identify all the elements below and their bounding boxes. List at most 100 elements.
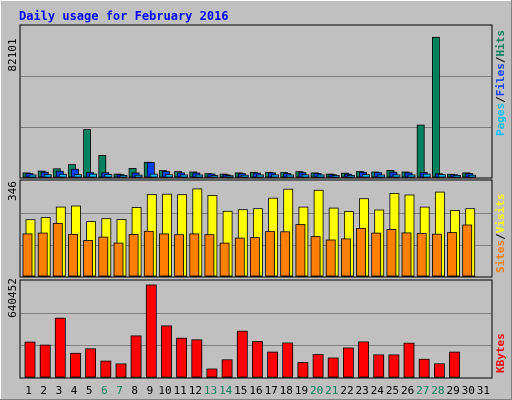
- bar-pages-day-5: [89, 173, 97, 178]
- bar-pages-day-2: [43, 174, 52, 178]
- x-tick-day-21: 21: [325, 384, 338, 397]
- bar-sites-day-24: [371, 232, 382, 277]
- bar-kbytes-day-18: [282, 342, 294, 378]
- x-tick-day-30: 30: [462, 384, 475, 397]
- bar-kbytes-day-15: [236, 330, 248, 378]
- bar-pages-day-20: [316, 174, 325, 178]
- bar-pages-day-6: [104, 174, 113, 178]
- bar-kbytes-day-4: [70, 352, 81, 378]
- kbytes-legend: KBytes: [494, 333, 507, 373]
- x-tick-day-26: 26: [401, 384, 414, 397]
- bar-hits-day-5: [83, 129, 91, 178]
- bar-sites-day-10: [159, 233, 169, 277]
- x-tick-day-3: 3: [56, 384, 63, 397]
- bar-sites-day-9: [143, 230, 154, 277]
- x-tick-day-15: 15: [234, 384, 247, 397]
- bar-kbytes-day-12: [191, 339, 203, 378]
- bars-layer: [22, 36, 477, 378]
- bar-sites-day-1: [22, 233, 33, 277]
- bar-pages-day-19: [301, 174, 310, 178]
- bar-kbytes-day-26: [403, 342, 415, 378]
- bar-pages-day-3: [58, 173, 67, 178]
- bar-pages-day-7: [119, 174, 128, 178]
- bar-sites-day-18: [280, 231, 291, 277]
- x-tick-day-28: 28: [431, 384, 444, 397]
- x-tick-day-20: 20: [310, 384, 323, 397]
- bar-kbytes-day-7: [115, 363, 127, 378]
- bar-sites-day-27: [416, 232, 427, 277]
- legend-sep-2: /: [494, 56, 507, 63]
- bar-pages-day-27: [422, 173, 431, 178]
- bar-sites-day-15: [234, 237, 245, 277]
- bar-kbytes-day-19: [297, 362, 309, 378]
- legend-kbytes: KBytes: [494, 333, 507, 373]
- bar-kbytes-day-24: [373, 354, 385, 378]
- bar-kbytes-day-2: [39, 344, 51, 378]
- bar-kbytes-day-16: [251, 341, 263, 378]
- legend-hits: Hits: [494, 30, 507, 57]
- bar-sites-day-6: [98, 236, 109, 277]
- bar-pages-day-1: [28, 174, 37, 178]
- bar-kbytes-day-20: [312, 354, 324, 378]
- x-tick-day-4: 4: [71, 384, 78, 397]
- bar-pages-day-26: [407, 174, 416, 178]
- bar-kbytes-day-8: [130, 335, 142, 378]
- visits-ymax-label: 346: [6, 181, 19, 201]
- bar-kbytes-day-21: [327, 357, 339, 378]
- hits-ymax-label: 82101: [6, 38, 19, 71]
- bar-pages-day-30: [468, 174, 477, 178]
- panel-hits: [19, 24, 493, 179]
- bar-sites-day-25: [386, 228, 397, 277]
- bar-sites-day-16: [249, 237, 260, 277]
- bar-kbytes-day-23: [358, 341, 369, 378]
- bar-sites-day-17: [265, 231, 276, 277]
- x-tick-day-31: 31: [477, 384, 490, 397]
- bar-kbytes-day-22: [342, 347, 354, 378]
- bar-kbytes-day-17: [267, 351, 279, 378]
- bar-sites-day-26: [401, 232, 412, 277]
- x-tick-day-24: 24: [371, 384, 385, 397]
- bar-pages-day-13: [210, 175, 219, 178]
- x-tick-day-12: 12: [189, 384, 202, 397]
- x-tick-day-2: 2: [40, 384, 47, 397]
- bar-hits-day-27: [416, 124, 425, 178]
- bar-sites-day-14: [219, 242, 230, 277]
- bar-pages-day-18: [286, 174, 295, 178]
- x-tick-day-18: 18: [280, 384, 293, 397]
- bar-pages-day-12: [195, 174, 204, 178]
- x-axis-day-labels: 1 2 3 4 5 6 7 8 9 10 11 12 13 14 15 16 17 18 19 20 21 22 23 24 2…: [25, 384, 490, 397]
- bar-kbytes-day-10: [161, 325, 172, 378]
- bar-sites-day-8: [128, 233, 139, 277]
- x-tick-day-6: 6: [101, 384, 108, 397]
- x-tick-day-14: 14: [219, 384, 233, 397]
- x-tick-day-23: 23: [355, 384, 368, 397]
- bar-pages-day-10: [165, 174, 173, 178]
- x-tick-day-19: 19: [295, 384, 308, 397]
- x-tick-day-11: 11: [174, 384, 187, 397]
- bar-kbytes-day-13: [206, 368, 218, 378]
- x-tick-day-17: 17: [265, 384, 278, 397]
- kbytes-ymax-label: 640452: [6, 278, 19, 318]
- bar-kbytes-day-27: [418, 358, 430, 378]
- bar-sites-day-11: [174, 234, 185, 277]
- bar-sites-day-19: [295, 224, 306, 277]
- bar-sites-day-13: [204, 234, 215, 277]
- bar-pages-day-23: [362, 174, 370, 178]
- bar-sites-day-21: [325, 239, 336, 277]
- legend-sites: Sites: [494, 240, 507, 273]
- bar-kbytes-day-14: [221, 359, 233, 378]
- bar-sites-day-29: [447, 232, 457, 277]
- x-tick-day-5: 5: [86, 384, 93, 397]
- bar-kbytes-day-1: [24, 341, 36, 378]
- bar-sites-day-20: [310, 236, 321, 277]
- bar-sites-day-3: [52, 222, 63, 277]
- bar-kbytes-day-6: [100, 360, 112, 378]
- bar-pages-day-21: [331, 175, 340, 178]
- bar-pages-day-4: [74, 174, 82, 178]
- bar-kbytes-day-25: [388, 354, 400, 378]
- x-tick-day-16: 16: [249, 384, 262, 397]
- bar-pages-day-22: [346, 174, 355, 178]
- bar-sites-day-4: [68, 233, 78, 277]
- bar-pages-day-17: [271, 174, 280, 178]
- bar-sites-day-30: [462, 224, 473, 277]
